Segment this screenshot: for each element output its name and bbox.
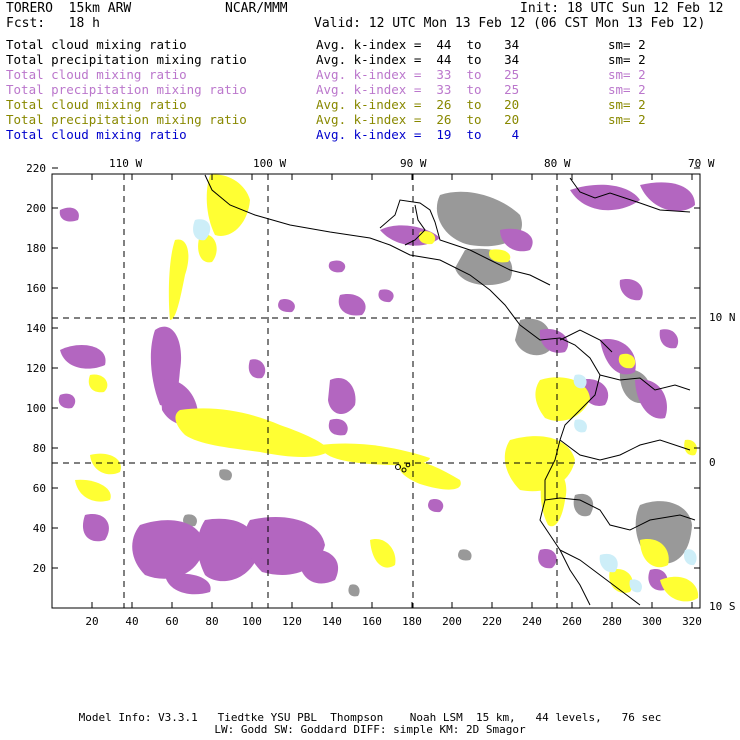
y-tick-label: 80 bbox=[33, 442, 46, 455]
lon-label: 80 W bbox=[544, 157, 571, 170]
y-tick-label: 200 bbox=[26, 202, 46, 215]
lon-label: 90 W bbox=[400, 157, 427, 170]
mid-kindex-cloud bbox=[58, 182, 695, 595]
legend-kindex: Avg. k-index = 33 to 25 bbox=[316, 67, 520, 82]
axis-tick-labels: 20 40 60 80 100 120 140 160 180 200 220 240 260 280 30… bbox=[26, 162, 702, 628]
lowest-kindex-cloud bbox=[193, 219, 697, 593]
legend-field: Total cloud mixing ratio bbox=[6, 37, 187, 52]
y-tick-label: 20 bbox=[33, 562, 46, 575]
model-title: TORERO 15km ARW bbox=[6, 1, 132, 16]
legend-field: Total cloud mixing ratio bbox=[6, 97, 187, 112]
x-tick-label: 220 bbox=[482, 615, 502, 628]
x-tick-label: 200 bbox=[442, 615, 462, 628]
valid-time: Valid: 12 UTC Mon 13 Feb 12 (06 CST Mon … bbox=[314, 16, 706, 31]
x-tick-label: 320 bbox=[682, 615, 702, 628]
x-tick-label: 60 bbox=[165, 615, 178, 628]
legend-smoothing: sm= 2 bbox=[608, 82, 646, 97]
forecast-hour: Fcst: 18 h bbox=[6, 16, 100, 31]
x-tick-label: 20 bbox=[85, 615, 98, 628]
legend-row: Total cloud mixing ratio Avg. k-index = … bbox=[6, 97, 736, 112]
coastlines bbox=[204, 174, 696, 606]
y-tick-label: 180 bbox=[26, 242, 46, 255]
legend-field: Total cloud mixing ratio bbox=[6, 127, 187, 142]
legend-field: Total cloud mixing ratio bbox=[6, 67, 187, 82]
center-label: NCAR/MMM bbox=[225, 1, 288, 16]
legend-kindex: Avg. k-index = 26 to 20 bbox=[316, 97, 520, 112]
lat-label: 0 bbox=[709, 456, 716, 469]
legend-field: Total precipitation mixing ratio bbox=[6, 82, 247, 97]
y-tick-label: 140 bbox=[26, 322, 46, 335]
legend-row: Total cloud mixing ratio Avg. k-index = … bbox=[6, 67, 736, 82]
legend-field: Total precipitation mixing ratio bbox=[6, 52, 247, 67]
y-tick-label: 60 bbox=[33, 482, 46, 495]
legend-smoothing: sm= 2 bbox=[608, 67, 646, 82]
legend-smoothing: sm= 2 bbox=[608, 97, 646, 112]
lon-label: 70 W bbox=[688, 157, 715, 170]
x-tick-label: 140 bbox=[322, 615, 342, 628]
init-time: Init: 18 UTC Sun 12 Feb 12 bbox=[520, 1, 724, 16]
y-tick-label: 120 bbox=[26, 362, 46, 375]
x-tick-label: 260 bbox=[562, 615, 582, 628]
lat-label: 10 N bbox=[709, 311, 736, 324]
legend-kindex: Avg. k-index = 33 to 25 bbox=[316, 82, 520, 97]
legend-kindex: Avg. k-index = 26 to 20 bbox=[316, 112, 520, 127]
x-tick-label: 240 bbox=[522, 615, 542, 628]
x-tick-label: 160 bbox=[362, 615, 382, 628]
legend-row: Total precipitation mixing ratio Avg. k-… bbox=[6, 82, 736, 97]
legend-smoothing: sm= 2 bbox=[608, 37, 646, 52]
lon-label: 100 W bbox=[253, 157, 287, 170]
y-tick-label: 160 bbox=[26, 282, 46, 295]
y-tick-label: 40 bbox=[33, 522, 46, 535]
x-tick-label: 100 bbox=[242, 615, 262, 628]
axis-ticks bbox=[52, 167, 700, 608]
x-tick-label: 40 bbox=[125, 615, 138, 628]
x-tick-label: 180 bbox=[402, 615, 422, 628]
model-info: Model Info: V3.3.1 Tiedtke YSU PBL Thomp… bbox=[78, 711, 662, 724]
x-tick-label: 120 bbox=[282, 615, 302, 628]
map-frame bbox=[51, 173, 701, 609]
legend-field: Total precipitation mixing ratio bbox=[6, 112, 247, 127]
legend-kindex: Avg. k-index = 44 to 34 bbox=[316, 52, 520, 67]
legend-row: Total precipitation mixing ratio Avg. k-… bbox=[6, 112, 736, 127]
physics-info: LW: Godd SW: Goddard DIFF: simple KM: 2D… bbox=[214, 723, 526, 736]
x-tick-label: 80 bbox=[205, 615, 218, 628]
cloud-fields bbox=[58, 174, 699, 602]
legend-smoothing: sm= 2 bbox=[608, 112, 646, 127]
legend-row: Total cloud mixing ratio Avg. k-index = … bbox=[6, 127, 736, 142]
lat-label: 10 S bbox=[709, 600, 736, 613]
legend-kindex: Avg. k-index = 44 to 34 bbox=[316, 37, 520, 52]
legend-row: Total cloud mixing ratio Avg. k-index = … bbox=[6, 37, 736, 52]
y-tick-label: 220 bbox=[26, 162, 46, 175]
legend-kindex: Avg. k-index = 19 to 4 bbox=[316, 127, 520, 142]
x-tick-label: 280 bbox=[602, 615, 622, 628]
lon-label: 110 W bbox=[109, 157, 143, 170]
x-tick-label: 300 bbox=[642, 615, 662, 628]
legend-smoothing: sm= 2 bbox=[608, 52, 646, 67]
low-kindex-cloud bbox=[75, 174, 699, 602]
y-tick-label: 100 bbox=[26, 402, 46, 415]
legend-row: Total precipitation mixing ratio Avg. k-… bbox=[6, 52, 736, 67]
lat-lon-grid bbox=[52, 174, 700, 608]
